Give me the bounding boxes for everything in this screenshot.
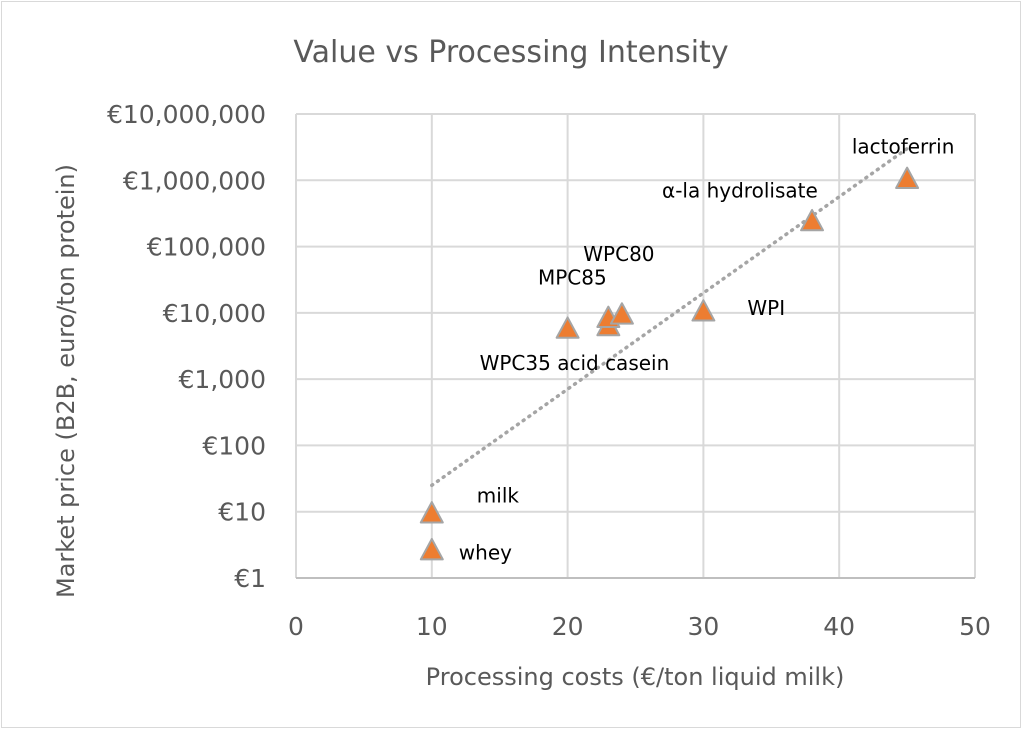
data-label--la-hydrolisate: α-la hydrolisate [662,179,818,203]
y-tick-label: €10,000,000 [107,100,266,129]
data-label-wpi: WPI [747,296,785,320]
data-label-mpc85: MPC85 [538,265,607,289]
y-tick-label: €10 [218,498,266,527]
x-tick-label: 20 [552,612,584,641]
data-label-wpc35-acid-casein: WPC35 acid casein [480,351,670,375]
data-label-lactoferrin: lactoferrin [852,134,955,158]
x-tick-label: 10 [416,612,448,641]
data-point-lactoferrin [895,166,920,189]
data-point-wpc35 [555,316,580,339]
y-tick-label: €1,000,000 [123,166,266,195]
data-label-milk: milk [477,484,520,508]
y-tick-label: €1 [234,564,266,593]
y-tick-label: €100,000 [147,233,266,262]
data-point-whey [419,537,444,561]
data-point-wpc80 [609,302,634,325]
y-tick-label: €1,000 [179,365,266,394]
data-point--la-hydrolisate [800,208,825,232]
y-tick-label: €10,000 [163,299,266,328]
data-label-wpc80: WPC80 [583,242,654,266]
x-tick-label: 50 [959,612,991,641]
y-axis-ticks: €1 €10 €100 €1,000 €10,000 €100,000 €1,000,000… [107,100,266,593]
data-point-wpi [691,299,716,322]
y-tick-label: €100 [202,431,266,460]
data-points [419,166,920,561]
data-point-milk [419,501,444,524]
y-axis-label: Market price (B2B, euro/ton protein) [52,164,80,598]
trendline [430,146,909,488]
x-tick-label: 40 [823,612,855,641]
data-label-whey: whey [459,541,512,565]
x-axis-ticks: 0 10 20 30 40 50 [288,612,991,641]
gridlines [295,113,976,579]
chart-title: Value vs Processing Intensity [293,35,728,70]
x-axis-label: Processing costs (€/ton liquid milk) [426,663,845,691]
x-tick-label: 30 [687,612,719,641]
x-tick-label: 0 [288,612,304,641]
